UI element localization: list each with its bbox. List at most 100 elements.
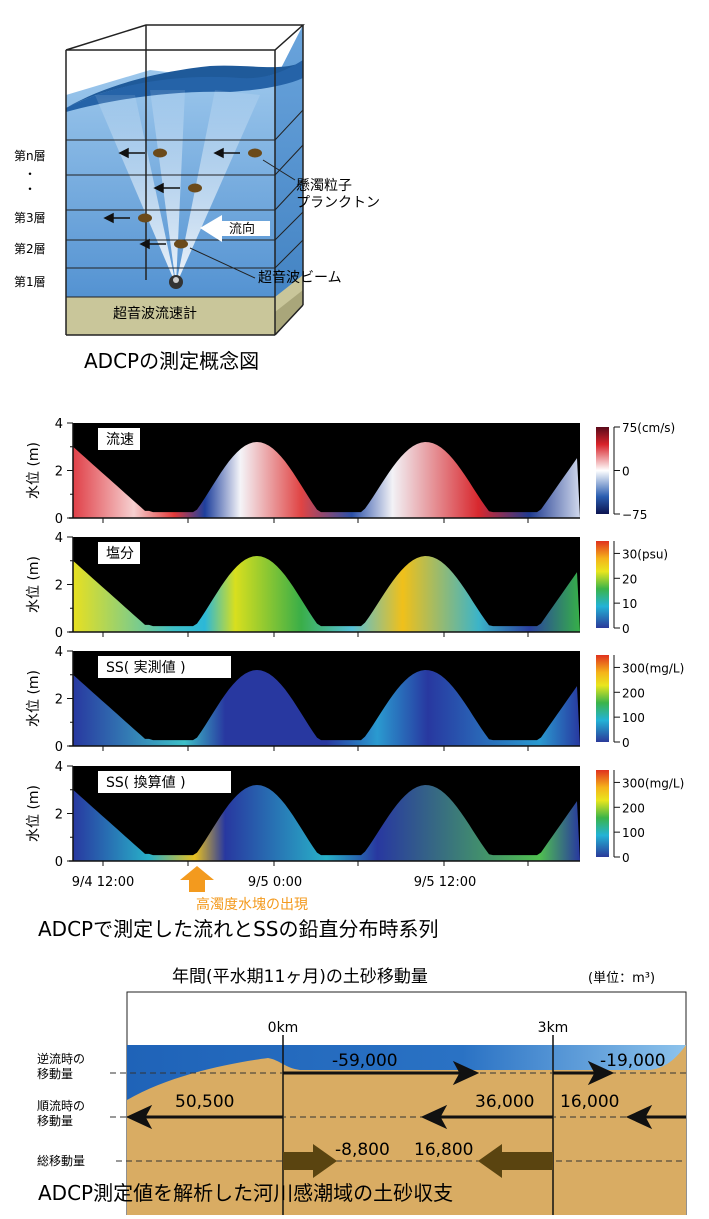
xtick-label: 9/5 0:00 [248, 875, 302, 890]
particles [138, 148, 262, 249]
callout-lines [189, 159, 296, 279]
km-label-3: 3km [538, 1020, 569, 1036]
layer-dot-1: ・ [24, 167, 36, 181]
ultrasonic-beam-1 [95, 95, 176, 285]
high-turbidity-arrow [180, 866, 214, 892]
xtick-label: 9/4 12:00 [72, 875, 135, 890]
value-total-mid-right: 16,800 [414, 1140, 473, 1160]
colorbar-label: 100 [622, 826, 645, 840]
y-tick-label: 4 [55, 531, 63, 546]
y-tick-label: 0 [55, 512, 63, 527]
row-label-reverse: 逆流時の移動量 [37, 1051, 85, 1081]
value-total-mid-left: -8,800 [335, 1140, 390, 1160]
colorbar [596, 770, 609, 857]
y-tick-label: 2 [55, 808, 63, 823]
y-axis-label: 水位 (m) [26, 785, 42, 842]
high-turbidity-label: 高濁度水塊の出現 [196, 896, 308, 913]
y-tick-label: 2 [55, 693, 63, 708]
layer-label-1: 第1層 [14, 275, 46, 289]
budget-title: 年間(平水期11ヶ月)の土砂移動量 [172, 967, 428, 987]
y-tick-label: 2 [55, 465, 63, 480]
colorbar-label: 300(mg/L) [622, 776, 684, 790]
panel-label: 塩分 [106, 546, 134, 562]
measured-field [73, 442, 580, 518]
timeseries-panels: 0 2 4 水位 (m) 流速 75(cm/s) 0 −75 0 2 4 水位 (m) 塩分 30(psu… [26, 417, 684, 870]
total-arrows [283, 1144, 553, 1178]
riverbed-side [275, 290, 303, 335]
particles-label: 懸濁粒子 [296, 178, 352, 194]
layer-label-n: 第n層 [14, 149, 46, 163]
colorbar-label: 20 [622, 572, 637, 586]
box-side [275, 25, 303, 335]
value-forward-left: 50,500 [175, 1092, 234, 1112]
forward-arrows [125, 1104, 686, 1130]
km-label-0: 0km [268, 1020, 299, 1036]
colorbar [596, 541, 609, 628]
reverse-arrows [283, 1060, 615, 1086]
colorbar-label: 0 [622, 465, 630, 479]
plankton-label: プランクトン [296, 195, 380, 211]
layer-label-3: 第3層 [14, 211, 46, 225]
ultrasonic-beam-3 [176, 90, 260, 285]
beam-label: 超音波ビーム [258, 269, 342, 286]
y-tick-label: 2 [55, 579, 63, 594]
adcp-concept-diagram: 流向 第n層 ・ ・ 第3層 第2層 第1層 懸濁粒子 プランクトン 超音波ビー… [14, 24, 380, 373]
colorbar-label: 100 [622, 711, 645, 725]
timeseries-panel: 0 2 4 水位 (m) 流速 75(cm/s) 0 −75 [26, 417, 675, 527]
panel-label-box [98, 542, 140, 564]
panel-label-box [98, 428, 140, 450]
y-tick-label: 4 [55, 417, 63, 432]
timeseries-panel: 0 2 4 水位 (m) 塩分 30(psu) 20 10 0 [26, 531, 668, 641]
box-frame [65, 24, 305, 336]
xtick-label: 9/5 12:00 [414, 875, 477, 890]
panel-background [73, 423, 580, 518]
movement-arrows [103, 147, 240, 250]
y-tick-label: 0 [55, 855, 63, 870]
colorbar [596, 427, 609, 514]
colorbar-label: −75 [622, 508, 647, 522]
timeseries-panel: 0 2 4 水位 (m) SS( 実測値 ) 300(mg/L) 200 100 0 [26, 645, 684, 755]
value-forward-mid: 36,000 [475, 1092, 534, 1112]
flow-direction-arrow [200, 215, 270, 242]
flow-direction-label: 流向 [229, 221, 255, 237]
meter-label: 超音波流速計 [113, 305, 197, 322]
row-label-total: 総移動量 [37, 1154, 85, 1168]
timeseries-caption: ADCPで測定した流れとSSの鉛直分布時系列 [38, 917, 439, 941]
layer-dot-2: ・ [24, 182, 36, 196]
timeseries-panel: 0 2 4 水位 (m) SS( 換算値 ) 300(mg/L) 200 100 0 [26, 760, 684, 870]
panel-label-box [98, 771, 231, 793]
value-reverse-right: -19,000 [600, 1051, 666, 1071]
colorbar-label: 200 [622, 686, 645, 700]
y-tick-label: 0 [55, 740, 63, 755]
value-forward-right: 16,000 [560, 1092, 619, 1112]
measured-field [73, 785, 580, 861]
panel-label: SS( 実測値 ) [106, 660, 186, 676]
colorbar-label: 200 [622, 801, 645, 815]
xtick-labels: 9/4 12:00 9/5 0:00 9/5 12:00 [72, 875, 477, 890]
river-water [127, 1045, 686, 1100]
colorbar-label: 300(mg/L) [622, 661, 684, 675]
budget-caption: ADCP測定値を解析した河川感潮域の土砂収支 [38, 1181, 453, 1205]
y-tick-label: 4 [55, 645, 63, 660]
panel-label: 流速 [106, 432, 134, 448]
measured-field [73, 556, 580, 632]
y-axis-label: 水位 (m) [26, 442, 42, 499]
sediment-budget-diagram: 年間(平水期11ヶ月)の土砂移動量 (単位：m³) 0km 3km 逆流時の移動… [37, 967, 687, 1218]
measured-field [73, 670, 580, 746]
colorbar-label: 0 [622, 736, 630, 750]
y-tick-label: 0 [55, 626, 63, 641]
colorbar-label: 10 [622, 597, 637, 611]
riverbed-sand [127, 1045, 686, 1216]
y-axis-label: 水位 (m) [26, 670, 42, 727]
colorbar-label: 0 [622, 622, 630, 636]
meter-icon [169, 275, 183, 289]
panel-background [73, 537, 580, 632]
value-reverse-mid: -59,000 [332, 1051, 398, 1071]
colorbar-label: 0 [622, 851, 630, 865]
colorbar [596, 655, 609, 742]
budget-unit: (単位：m³) [588, 970, 655, 986]
concept-caption: ADCPの測定概念図 [84, 349, 259, 373]
colorbar-label: 75(cm/s) [622, 421, 675, 435]
colorbar-label: 30(psu) [622, 547, 668, 561]
